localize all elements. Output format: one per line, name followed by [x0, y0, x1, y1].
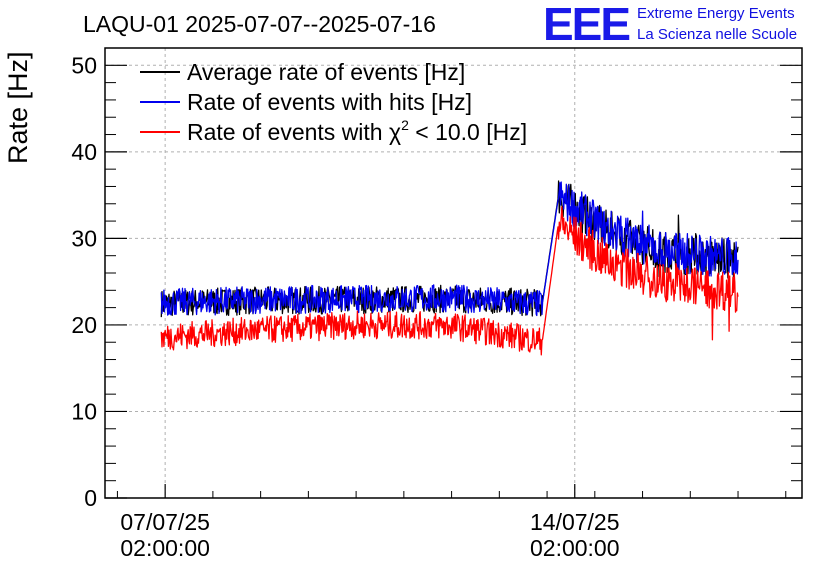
legend-chi2-sup: 2	[401, 117, 409, 133]
x-tick-label-date: 14/07/25	[530, 509, 620, 535]
y-axis-label: Rate [Hz]	[3, 51, 33, 164]
y-tick-label: 10	[71, 398, 97, 424]
series-line-2	[160, 206, 739, 356]
legend-label-chi2: Rate of events with χ2 < 10.0 [Hz]	[187, 117, 527, 145]
logo-line-2: La Scienza nelle Scuole	[637, 26, 797, 43]
y-tick-label: 40	[71, 139, 97, 165]
legend: Average rate of events [Hz] Rate of even…	[140, 59, 527, 145]
series-layer	[160, 180, 739, 356]
legend-label-average: Average rate of events [Hz]	[187, 59, 465, 85]
y-tick-label: 30	[71, 225, 97, 251]
logo-line-1: Extreme Energy Events	[637, 5, 795, 22]
eee-logo: EEE Extreme Energy Events La Scienza nel…	[543, 0, 797, 50]
y-tick-label: 0	[84, 485, 97, 511]
y-tick-label: 20	[71, 312, 97, 338]
legend-label-hits: Rate of events with hits [Hz]	[187, 89, 472, 115]
tick-layer: 0102030405007/07/2502:00:0014/07/2502:00…	[71, 47, 802, 561]
legend-chi2-main: Rate of events with χ	[187, 119, 401, 145]
legend-chi2-tail: < 10.0 [Hz]	[409, 119, 527, 145]
x-tick-label-time: 02:00:00	[120, 535, 210, 561]
series-line-1	[160, 181, 739, 317]
x-tick-label-date: 07/07/25	[120, 509, 210, 535]
y-tick-label: 50	[71, 52, 97, 78]
eee-logo-mark: EEE	[543, 0, 629, 50]
chart-title: LAQU-01 2025-07-07--2025-07-16	[83, 11, 436, 37]
x-tick-label-time: 02:00:00	[530, 535, 620, 561]
